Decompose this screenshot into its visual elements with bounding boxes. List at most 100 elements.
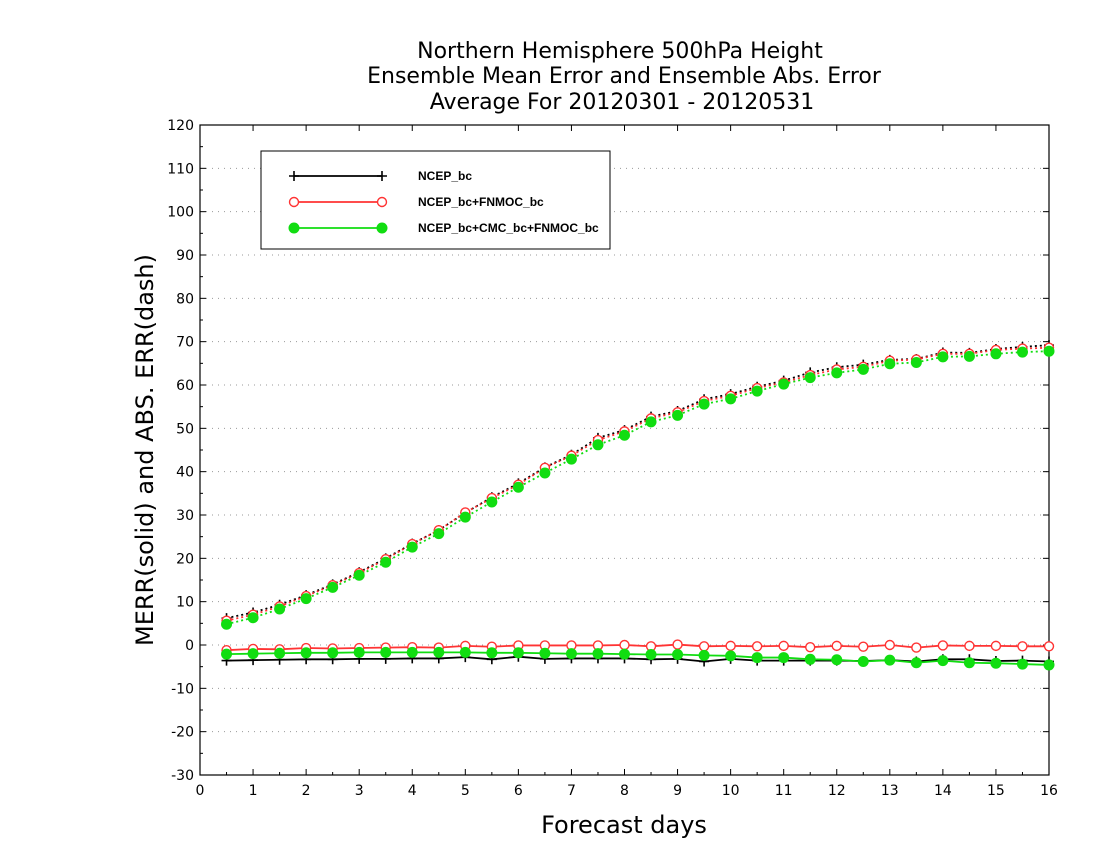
series-area (221, 340, 1055, 671)
merr-point (778, 640, 789, 652)
x-tick-label: 8 (620, 783, 629, 799)
abs-err-point (327, 581, 339, 593)
y-tick-label: 90 (176, 248, 194, 264)
abs-err-point (565, 453, 577, 465)
abs-err-point (672, 409, 684, 421)
merr-point (433, 646, 445, 658)
x-tick-label: 16 (1040, 783, 1058, 799)
y-axis-label: MERR(solid) and ABS. ERR(dash) (131, 254, 159, 646)
abs-err-point (990, 348, 1002, 360)
merr-point (751, 641, 763, 652)
series-line-abs-err (226, 350, 1050, 626)
merr-point (221, 648, 233, 660)
abs-err-point (804, 372, 816, 384)
merr-point (1043, 641, 1055, 652)
abs-err-point (300, 593, 312, 605)
merr-point (247, 648, 259, 660)
merr-point (911, 642, 922, 653)
y-tick-label: 50 (176, 421, 194, 437)
abs-err-point (778, 378, 790, 390)
merr-point (804, 653, 816, 665)
y-axis: -30 -20 -10 0 10 20 30 40 50 60 70 80 90 100 110 120 (167, 118, 1049, 784)
merr-point (937, 640, 949, 651)
merr-point (858, 641, 869, 652)
merr-point (857, 655, 869, 667)
chart-title: Northern Hemisphere 500hPa Height Ensemb… (367, 39, 882, 115)
series-0 (221, 340, 1054, 667)
merr-point (964, 640, 975, 652)
abs-err-point (592, 439, 604, 451)
abs-err-point (619, 429, 630, 441)
merr-point (672, 649, 684, 661)
legend-label: NCEP_bc+CMC_bc+FNMOC_bc (418, 221, 599, 235)
abs-err-point (512, 481, 524, 493)
x-axis: 0 1 2 3 4 5 6 7 8 9 10 11 12 13 14 15 16 (196, 125, 1058, 799)
merr-point (937, 655, 949, 667)
legend-marker (376, 222, 388, 234)
merr-point (910, 657, 922, 669)
abs-err-point (459, 511, 471, 523)
y-tick-label: -10 (171, 681, 194, 697)
merr-point (486, 647, 498, 659)
x-tick-label: 9 (673, 783, 682, 799)
y-tick-label: 0 (185, 638, 194, 654)
x-tick-label: 1 (249, 783, 258, 799)
abs-err-point (1043, 345, 1055, 357)
legend-label: NCEP_bc+FNMOC_bc (418, 195, 544, 209)
merr-point (884, 654, 896, 666)
merr-point (990, 657, 1002, 669)
merr-point (1043, 659, 1055, 671)
abs-err-point (831, 367, 843, 379)
merr-point (698, 641, 710, 652)
abs-err-point (698, 398, 710, 410)
legend-marker (376, 196, 388, 208)
merr-point (619, 648, 630, 660)
abs-err-point (645, 416, 657, 428)
abs-err-point (857, 363, 869, 375)
legend-marker (377, 171, 387, 181)
y-tick-label: 30 (176, 508, 194, 524)
merr-point (565, 648, 577, 660)
x-tick-label: 5 (461, 783, 470, 799)
merr-point (884, 639, 896, 651)
merr-point (539, 647, 551, 659)
merr-point (406, 646, 418, 658)
merr-point (380, 646, 392, 658)
merr-point (512, 647, 524, 659)
merr-point (300, 647, 312, 659)
series-line-merr (226, 643, 1049, 652)
y-tick-label: 60 (176, 378, 194, 394)
y-tick-label: 110 (167, 161, 194, 177)
merr-point (990, 640, 1002, 652)
merr-point (353, 646, 365, 658)
title-line-3: Average For 20120301 - 20120531 (430, 90, 815, 115)
abs-err-point (380, 556, 392, 568)
y-tick-label: 10 (176, 595, 194, 611)
merr-point (778, 652, 790, 664)
merr-point (645, 649, 657, 661)
series-line-merr (226, 655, 1050, 663)
y-tick-label: 120 (167, 118, 194, 134)
merr-point (619, 639, 630, 651)
y-tick-label: 20 (176, 551, 194, 567)
abs-err-point (937, 351, 949, 363)
series-1 (221, 342, 1055, 656)
x-tick-label: 10 (722, 783, 740, 799)
merr-point (459, 646, 471, 658)
x-tick-label: 7 (567, 783, 576, 799)
x-tick-label: 11 (775, 783, 793, 799)
abs-err-point (247, 612, 259, 624)
series-2 (221, 345, 1055, 671)
legend-item: NCEP_bc+FNMOC_bc (288, 195, 544, 209)
x-tick-label: 12 (828, 783, 846, 799)
abs-err-point (884, 358, 896, 370)
y-tick-label: -30 (171, 768, 194, 784)
x-tick-label: 15 (987, 783, 1005, 799)
legend-item: NCEP_bc+CMC_bc+FNMOC_bc (288, 221, 599, 235)
x-axis-label: Forecast days (541, 811, 707, 839)
abs-err-point (433, 528, 445, 540)
abs-err-point (486, 496, 498, 508)
merr-point (274, 647, 286, 659)
abs-err-point (221, 618, 233, 630)
abs-err-point (725, 393, 737, 405)
